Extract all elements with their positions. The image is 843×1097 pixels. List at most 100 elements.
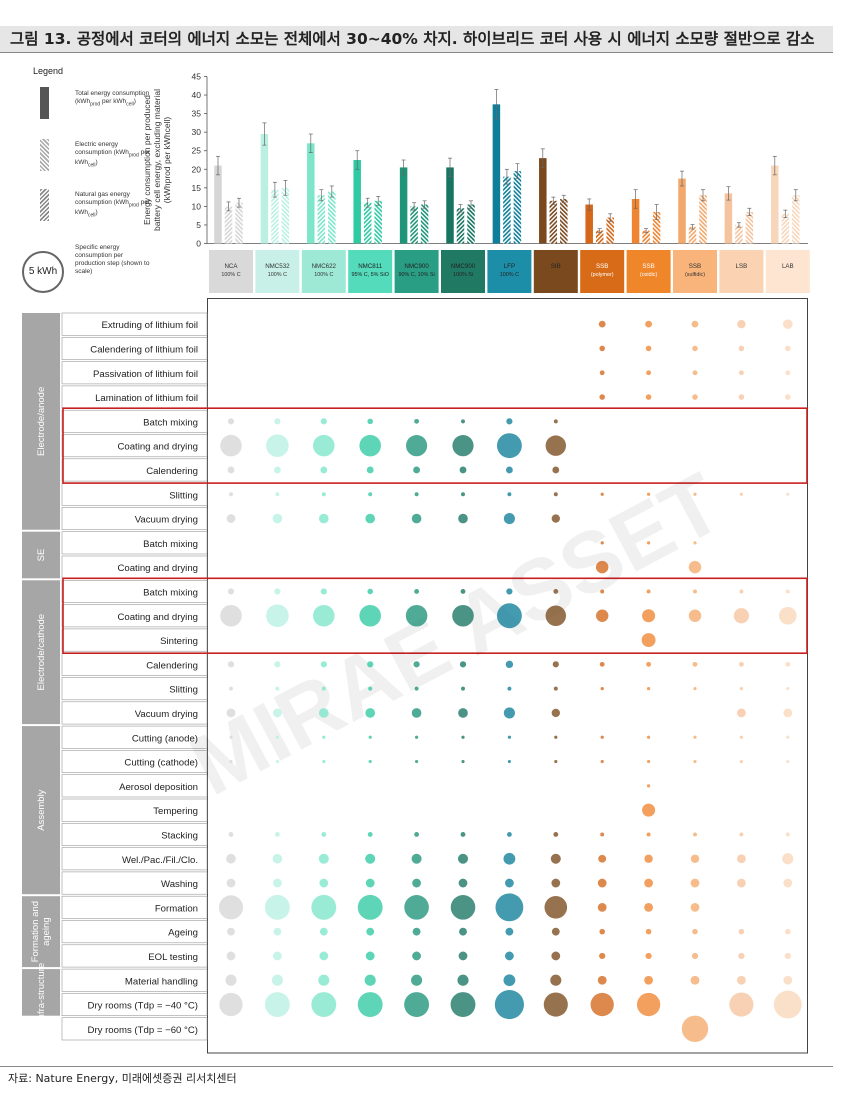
category-sub: (polymer): [591, 272, 614, 278]
bubble: [590, 992, 614, 1017]
section-label: SE: [36, 549, 47, 562]
bubble: [783, 878, 793, 888]
bubble: [273, 878, 282, 888]
bubble: [690, 878, 700, 888]
y-tick-label: 30: [192, 127, 202, 137]
bubble: [272, 513, 283, 524]
row-label-box: [61, 434, 208, 458]
bubble: [365, 853, 376, 864]
bubble: [551, 878, 561, 888]
row-label-box: [61, 871, 208, 895]
bubble: [366, 466, 374, 474]
y-tick-label: 40: [192, 90, 202, 100]
bubble: [450, 992, 476, 1017]
row-label: Passivation of lithium foil: [93, 369, 198, 380]
row-label: Coating and drying: [117, 612, 198, 623]
bubble: [357, 992, 383, 1017]
bubble: [505, 660, 514, 669]
bubble: [368, 735, 372, 739]
row-label: Calendering of lithium foil: [90, 344, 198, 355]
row-label-box: [61, 312, 208, 336]
bubble: [273, 466, 281, 474]
legend-scale-label: Specific energy consumption per producti…: [75, 244, 150, 275]
category-box: [580, 250, 625, 293]
bubble: [646, 832, 651, 837]
bubble: [274, 832, 280, 837]
bubble: [645, 952, 652, 960]
bubble: [644, 975, 653, 985]
category-name: NCA: [224, 263, 238, 270]
bubble: [458, 878, 468, 888]
bubble: [553, 492, 558, 497]
bubble: [366, 927, 375, 936]
bubble: [505, 466, 513, 474]
bubble: [368, 686, 373, 691]
bubble: [543, 992, 568, 1017]
y-tick-label: 35: [192, 109, 202, 119]
legend-total-swatch: [40, 87, 49, 119]
bubble: [450, 895, 476, 920]
highlight-box: [62, 577, 808, 654]
row-label-box: [61, 895, 208, 919]
chart-canvas: 0 5 10 15 20 25 30 35 40 45 Energy consumption per…: [22, 72, 810, 1054]
bubble: [507, 686, 512, 691]
bubble: [782, 319, 793, 329]
bubble: [645, 928, 652, 935]
bubble: [646, 661, 652, 667]
section-bar: [22, 896, 60, 968]
row-label-box: [61, 361, 208, 385]
bar-total: [399, 167, 408, 244]
bar-natural-gas: [235, 202, 243, 244]
y-tick-label: 25: [192, 146, 202, 156]
bubble: [460, 832, 466, 837]
bubble: [274, 661, 281, 668]
bubble: [458, 513, 468, 524]
bubble: [642, 803, 656, 817]
bubble: [368, 492, 373, 497]
bar-total: [585, 204, 593, 244]
bubble: [646, 370, 652, 376]
row-label-box: [61, 409, 208, 433]
row-label: Washing: [161, 879, 198, 890]
bar-natural-gas: [745, 211, 754, 244]
row-label: Cutting (cathode): [124, 758, 198, 769]
bubble: [496, 433, 522, 459]
bubble: [452, 604, 474, 627]
bar-electric: [363, 202, 372, 244]
bubble: [738, 394, 745, 400]
section-label: Electrode/cathode: [36, 614, 47, 691]
row-label-box: [61, 750, 208, 774]
bubble: [368, 759, 372, 764]
bar-natural-gas: [560, 198, 568, 244]
category-name: NMC811: [358, 263, 383, 270]
bubble: [411, 513, 422, 524]
bubble: [220, 604, 242, 627]
bubble: [681, 1015, 709, 1043]
bubble: [544, 896, 568, 919]
bubble: [553, 589, 559, 594]
bubble: [782, 853, 794, 865]
bubble: [600, 759, 604, 764]
bubble: [505, 927, 514, 936]
row-label: Slitting: [169, 490, 198, 501]
bubble: [322, 735, 326, 739]
bubble: [597, 975, 607, 985]
bubble: [545, 605, 567, 626]
bubble: [551, 514, 560, 523]
category-sub: 100% C: [314, 272, 333, 278]
bubble: [739, 759, 744, 764]
bubble: [645, 320, 653, 328]
bubble: [647, 492, 651, 496]
y-tick-label: 45: [192, 72, 202, 82]
legend-electric-swatch: [40, 139, 49, 171]
bubble: [264, 894, 290, 920]
section-label: Assembly: [36, 789, 47, 830]
bubble: [600, 832, 605, 837]
section-bar: [22, 726, 60, 895]
bubble: [405, 604, 428, 627]
bubble: [647, 687, 651, 691]
bubble: [739, 735, 744, 739]
bubble: [507, 735, 511, 739]
row-label: Dry rooms (Tdp = −60 °C): [88, 1025, 198, 1036]
bubble: [320, 661, 327, 668]
